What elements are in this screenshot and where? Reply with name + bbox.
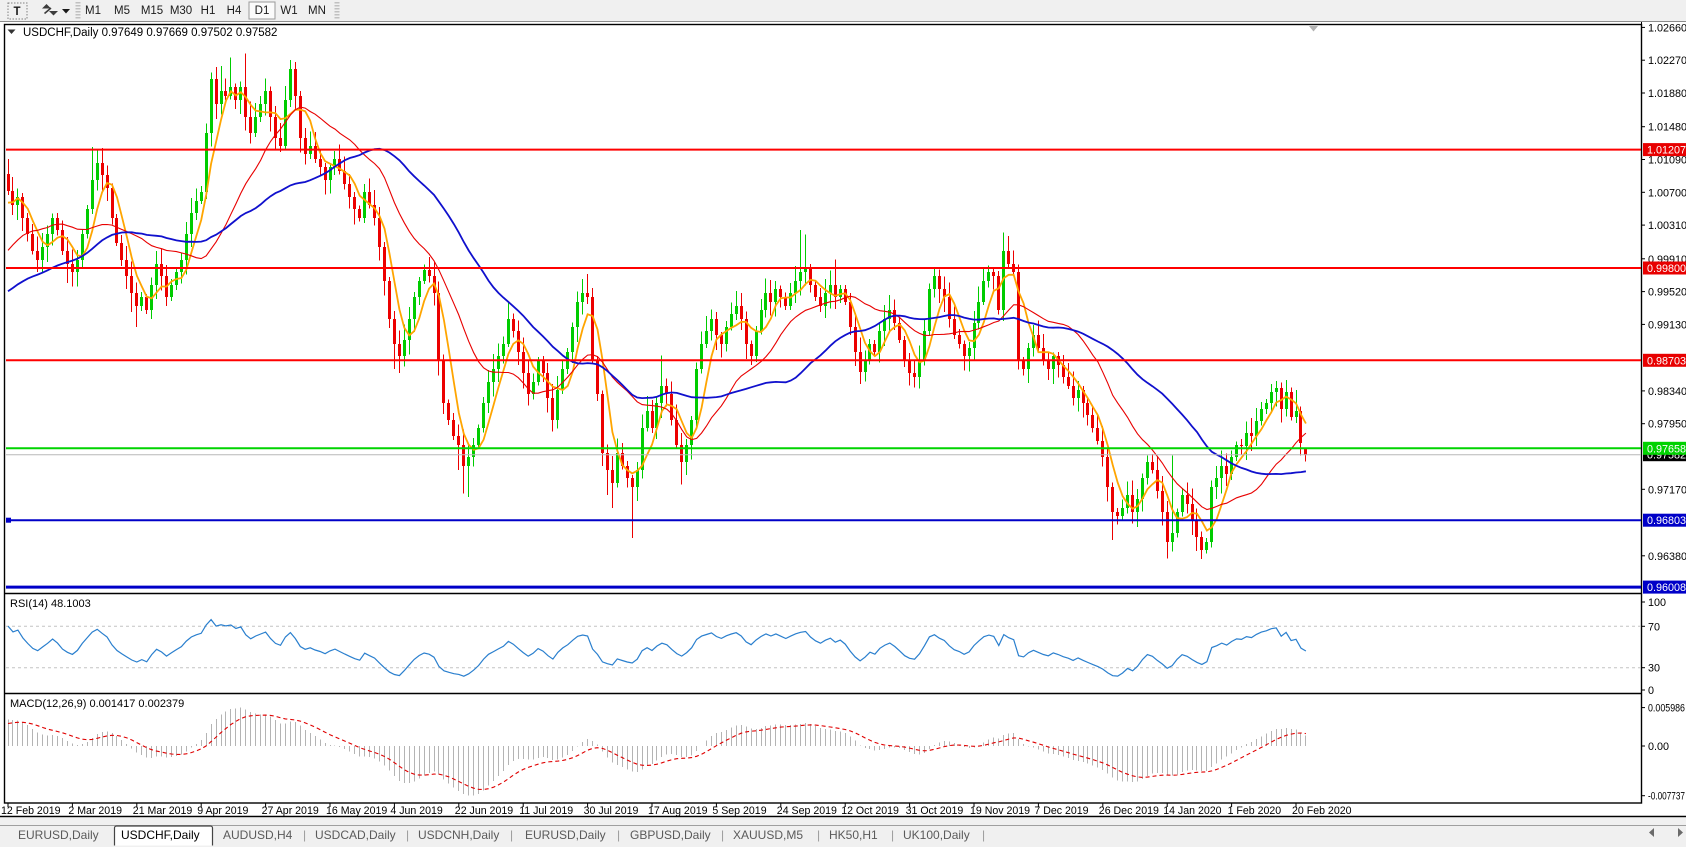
svg-text:|: |: [891, 828, 894, 842]
svg-text:22 Jun 2019: 22 Jun 2019: [455, 805, 513, 817]
svg-text:M15: M15: [141, 5, 163, 17]
svg-text:|: |: [721, 828, 724, 842]
svg-text:1.00700: 1.00700: [1648, 187, 1686, 199]
svg-text:14 Jan 2020: 14 Jan 2020: [1163, 805, 1221, 817]
svg-text:MACD(12,26,9) 0.001417 0.00237: MACD(12,26,9) 0.001417 0.002379: [10, 698, 184, 710]
svg-text:21 Mar 2019: 21 Mar 2019: [133, 805, 193, 817]
svg-text:EURUSD,Daily: EURUSD,Daily: [18, 828, 99, 842]
svg-text:0.99130: 0.99130: [1648, 319, 1686, 331]
svg-text:M1: M1: [85, 5, 101, 17]
svg-text:|: |: [617, 828, 620, 842]
svg-text:1.02270: 1.02270: [1648, 55, 1686, 67]
svg-text:0.97170: 0.97170: [1648, 484, 1686, 496]
svg-text:0.99800: 0.99800: [1647, 263, 1686, 275]
svg-text:0.96803: 0.96803: [1647, 515, 1686, 527]
svg-text:1 Feb 2020: 1 Feb 2020: [1228, 805, 1282, 817]
svg-text:30 Jul 2019: 30 Jul 2019: [584, 805, 639, 817]
svg-text:27 Apr 2019: 27 Apr 2019: [262, 805, 319, 817]
svg-text:EURUSD,Daily: EURUSD,Daily: [525, 828, 606, 842]
svg-text:70: 70: [1648, 621, 1660, 633]
svg-text:M5: M5: [114, 5, 130, 17]
svg-text:0.98340: 0.98340: [1648, 386, 1686, 398]
svg-text:11 Jul 2019: 11 Jul 2019: [519, 805, 573, 817]
svg-text:USDCHF,Daily: USDCHF,Daily: [121, 828, 200, 842]
svg-text:RSI(14) 48.1003: RSI(14) 48.1003: [10, 598, 91, 610]
svg-text:12 Feb 2019: 12 Feb 2019: [1, 805, 61, 817]
svg-text:|: |: [982, 828, 985, 842]
svg-text:30: 30: [1648, 663, 1660, 675]
svg-text:|: |: [406, 828, 409, 842]
svg-text:1.00310: 1.00310: [1648, 220, 1686, 232]
svg-text:1.01207: 1.01207: [1647, 145, 1686, 157]
svg-text:19 Nov 2019: 19 Nov 2019: [970, 805, 1030, 817]
svg-text:W1: W1: [280, 5, 297, 17]
svg-text:20 Feb 2020: 20 Feb 2020: [1292, 805, 1352, 817]
svg-text:|: |: [817, 828, 820, 842]
svg-text:1.01880: 1.01880: [1648, 88, 1686, 100]
svg-text:100: 100: [1648, 597, 1666, 609]
svg-text:GBPUSD,Daily: GBPUSD,Daily: [630, 828, 711, 842]
svg-text:0.97950: 0.97950: [1648, 419, 1686, 431]
svg-text:0.00: 0.00: [1648, 741, 1669, 753]
svg-text:0.98703: 0.98703: [1647, 355, 1686, 367]
svg-text:1.02660: 1.02660: [1648, 22, 1686, 34]
svg-text:AUDUSD,H4: AUDUSD,H4: [223, 828, 293, 842]
svg-text:USDCAD,Daily: USDCAD,Daily: [315, 828, 396, 842]
svg-text:9 Apr 2019: 9 Apr 2019: [197, 805, 248, 817]
svg-text:D1: D1: [255, 5, 270, 17]
svg-text:0.005986: 0.005986: [1648, 703, 1685, 715]
svg-text:XAUUSD,M5: XAUUSD,M5: [733, 828, 803, 842]
svg-text:12 Oct 2019: 12 Oct 2019: [841, 805, 899, 817]
svg-text:USDCHF,Daily 0.97649 0.97669: USDCHF,Daily 0.97649 0.97669 0.97502 0.9…: [23, 27, 277, 39]
svg-text:26 Dec 2019: 26 Dec 2019: [1099, 805, 1159, 817]
svg-text:0.96008: 0.96008: [1647, 582, 1686, 594]
svg-text:0: 0: [1648, 685, 1654, 697]
svg-text:H1: H1: [201, 5, 216, 17]
svg-text:T: T: [13, 6, 20, 18]
svg-text:1.01090: 1.01090: [1648, 155, 1686, 167]
svg-text:16 May 2019: 16 May 2019: [326, 805, 387, 817]
svg-text:5 Sep 2019: 5 Sep 2019: [712, 805, 766, 817]
svg-text:1.01480: 1.01480: [1648, 122, 1686, 134]
svg-text:2 Mar 2019: 2 Mar 2019: [68, 805, 122, 817]
svg-text:24 Sep 2019: 24 Sep 2019: [777, 805, 837, 817]
svg-text:UK100,Daily: UK100,Daily: [903, 828, 970, 842]
svg-text:USDCNH,Daily: USDCNH,Daily: [418, 828, 499, 842]
svg-text:-0.007737: -0.007737: [1648, 791, 1685, 803]
svg-text:7 Dec 2019: 7 Dec 2019: [1034, 805, 1088, 817]
svg-text:17 Aug 2019: 17 Aug 2019: [648, 805, 708, 817]
svg-text:HK50,H1: HK50,H1: [829, 828, 878, 842]
svg-text:|: |: [510, 828, 513, 842]
svg-text:|: |: [303, 828, 306, 842]
svg-text:H4: H4: [227, 5, 242, 17]
svg-text:0.99520: 0.99520: [1648, 287, 1686, 299]
svg-text:0.96380: 0.96380: [1648, 551, 1686, 563]
svg-text:MN: MN: [308, 5, 326, 17]
svg-text:31 Oct 2019: 31 Oct 2019: [906, 805, 964, 817]
svg-text:0.97658: 0.97658: [1647, 443, 1686, 455]
svg-text:M30: M30: [170, 5, 192, 17]
svg-text:4 Jun 2019: 4 Jun 2019: [390, 805, 443, 817]
